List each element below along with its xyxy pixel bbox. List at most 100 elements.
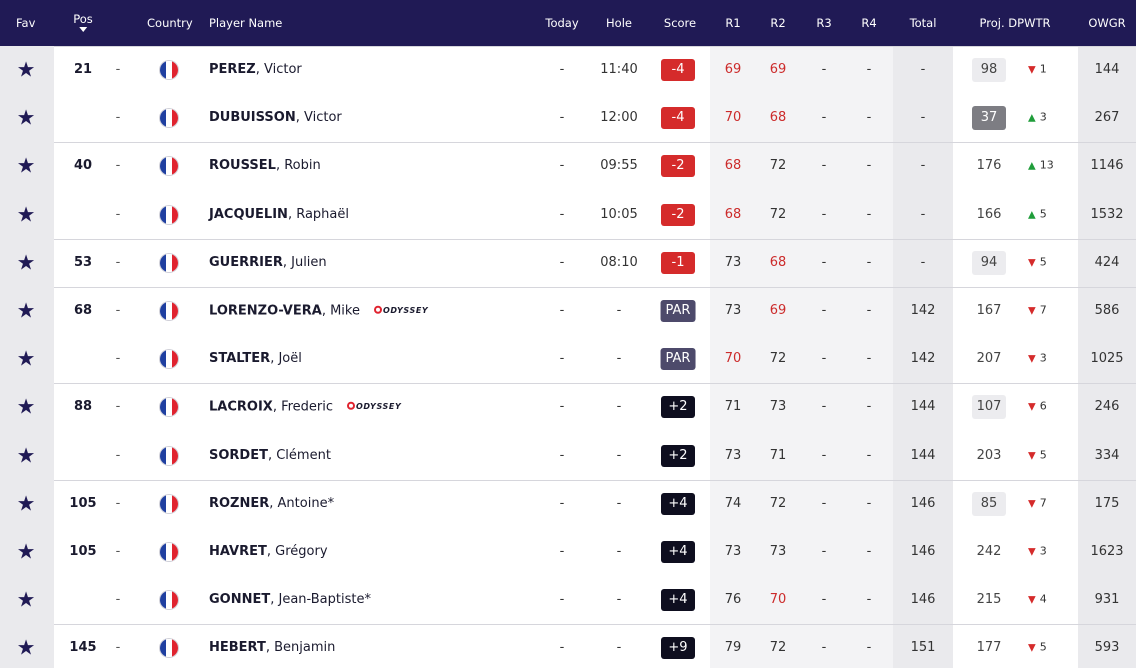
owgr-rank: 424 [1094,254,1120,270]
player-row[interactable]: ★ 88 - LACROIX, Frederic ODYSSEY - - +2 7… [0,383,1136,431]
score-badge: +4 [661,492,695,515]
player-row[interactable]: ★ - GONNET, Jean-Baptiste* - - +4 76 70 … [0,576,1136,624]
player-name[interactable]: LORENZO-VERA, Mike ODYSSEY [209,303,428,320]
player-last-name: SORDET [209,447,268,463]
player-name[interactable]: DUBUISSON, Victor [209,110,342,126]
sponsor-logo-text: ODYSSEY [382,305,429,315]
sponsor-logo-ring [373,305,382,314]
header-r2[interactable]: R2 [770,16,786,30]
player-row[interactable]: ★ - STALTER, Joël - - PAR 70 72 - - 142 … [0,335,1136,383]
favourite-star-icon[interactable]: ★ [16,202,36,227]
hole-or-tee-time: - [616,640,622,656]
player-name[interactable]: SORDET, Clément [209,448,331,464]
owgr-rank: 175 [1094,495,1120,511]
player-name[interactable]: GUERRIER, Julien [209,255,327,271]
round-4-score: - [866,543,872,559]
player-first-name: , Mike [321,303,360,319]
france-flag-icon [160,494,178,513]
projected-dpwtr-rank: 167 [976,303,1002,319]
player-row[interactable]: ★ 105 - ROZNER, Antoine* - - +4 74 72 - … [0,479,1136,528]
round-4-score: - [866,640,872,656]
total-score: 142 [910,303,936,319]
header-player-name[interactable]: Player Name [209,16,283,30]
header-r4[interactable]: R4 [861,16,877,30]
hole-or-tee-time: - [616,543,622,559]
round-1-score: 70 [724,351,742,367]
player-name[interactable]: PEREZ, Victor [209,62,302,78]
header-today[interactable]: Today [545,16,579,30]
arrow-down-icon: ▼ [1028,498,1036,510]
header-r3[interactable]: R3 [816,16,832,30]
player-row[interactable]: ★ 40 - ROUSSEL, Robin - 09:55 -2 68 72 -… [0,142,1136,190]
player-row[interactable]: ★ 105 - HAVRET, Grégory - - +4 73 73 - -… [0,528,1136,576]
favourite-star-icon[interactable]: ★ [16,635,36,660]
player-name[interactable]: ROUSSEL, Robin [209,158,321,174]
player-name[interactable]: LACROIX, Frederic ODYSSEY [209,399,401,416]
dpwtr-movement: ▼ 5 [1028,254,1047,271]
favourite-star-icon[interactable]: ★ [16,394,36,419]
round-1-score: 70 [724,110,742,126]
player-row[interactable]: ★ 145 - HEBERT, Benjamin - - +9 79 72 - … [0,624,1136,668]
header-pos[interactable]: Pos [73,12,93,32]
player-name[interactable]: GONNET, Jean-Baptiste* [209,592,371,608]
favourite-star-icon[interactable]: ★ [16,298,36,323]
header-owgr[interactable]: OWGR [1088,16,1126,30]
header-r1[interactable]: R1 [725,16,741,30]
arrow-down-icon: ▼ [1028,594,1036,606]
france-flag-icon [160,157,178,176]
player-row[interactable]: ★ 21 - PEREZ, Victor - 11:40 -4 69 69 - … [0,46,1136,94]
header-country[interactable]: Country [147,16,193,30]
favourite-star-icon[interactable]: ★ [16,491,36,516]
player-name[interactable]: HAVRET, Grégory [209,544,328,560]
round-3-score: - [821,206,827,222]
owgr-rank: 586 [1094,303,1120,319]
total-column-band [893,46,953,668]
header-total[interactable]: Total [909,16,937,30]
favourite-star-icon[interactable]: ★ [16,587,36,612]
arrow-down-icon: ▼ [1028,64,1036,76]
player-row[interactable]: ★ - JACQUELIN, Raphaël - 10:05 -2 68 72 … [0,191,1136,239]
player-name[interactable]: HEBERT, Benjamin [209,640,335,656]
round-1-score: 71 [724,399,742,415]
favourite-star-icon[interactable]: ★ [16,346,36,371]
projected-dpwtr-rank: 176 [976,158,1002,174]
round-2-score: 73 [769,543,787,559]
player-row[interactable]: ★ 53 - GUERRIER, Julien - 08:10 -1 73 68… [0,238,1136,287]
header-fav[interactable]: Fav [16,16,36,30]
hole-or-tee-time: - [616,592,622,608]
movement-delta: 7 [1039,496,1047,510]
header-proj-dpwtr[interactable]: Proj. DPWTR [979,16,1051,30]
favourite-star-icon[interactable]: ★ [16,57,36,82]
total-score: - [920,206,926,222]
player-name[interactable]: JACQUELIN, Raphaël [209,207,349,223]
projected-dpwtr-rank: 215 [976,592,1002,608]
favourite-star-icon[interactable]: ★ [16,105,36,130]
player-name[interactable]: ROZNER, Antoine* [209,496,334,512]
projected-dpwtr-rank: 242 [976,543,1002,559]
favourite-star-icon[interactable]: ★ [16,250,36,275]
position-movement: - [115,110,121,126]
round-2-score: 72 [769,206,787,222]
favourite-star-icon[interactable]: ★ [16,443,36,468]
today-score: - [559,495,565,511]
projected-dpwtr-rank: 94 [972,250,1006,275]
arrow-up-icon: ▲ [1028,112,1036,124]
today-score: - [559,158,565,174]
france-flag-icon [160,446,178,465]
player-row[interactable]: ★ 68 - LORENZO-VERA, Mike ODYSSEY - - PAR… [0,286,1136,335]
total-score: 146 [910,592,936,608]
favourite-star-icon[interactable]: ★ [16,153,36,178]
dpwtr-movement: ▲ 5 [1028,206,1047,223]
header-score[interactable]: Score [663,16,697,30]
player-row[interactable]: ★ - SORDET, Clément - - +2 73 71 - - 144… [0,432,1136,480]
hole-or-tee-time: - [616,495,622,511]
projected-dpwtr-rank: 98 [972,58,1006,83]
movement-delta: 3 [1039,544,1047,558]
round-2-score: 71 [769,447,787,463]
movement-delta: 5 [1039,255,1047,269]
header-hole[interactable]: Hole [606,16,632,30]
player-name[interactable]: STALTER, Joël [209,351,302,367]
favourite-star-icon[interactable]: ★ [16,539,36,564]
round-2-score: 72 [769,351,787,367]
player-row[interactable]: ★ - DUBUISSON, Victor - 12:00 -4 70 68 -… [0,94,1136,142]
